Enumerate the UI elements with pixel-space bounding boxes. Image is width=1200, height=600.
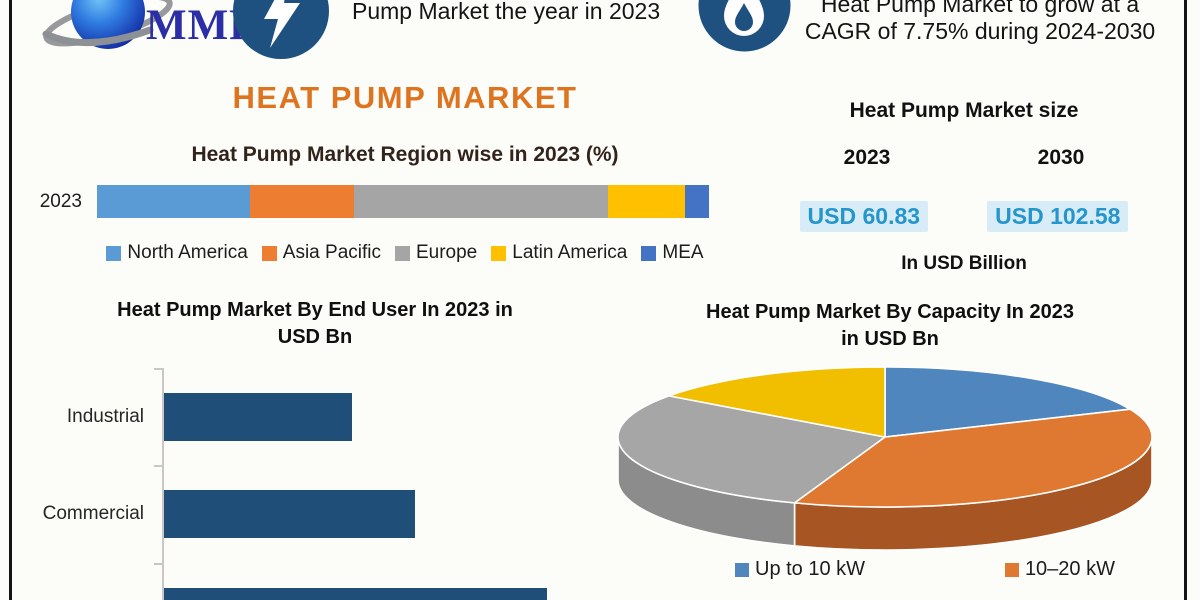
axis-tick — [154, 465, 162, 467]
market-size-years: 2023 2030 — [770, 146, 1158, 170]
capacity-pie-chart — [617, 366, 1153, 551]
enduser-bar-residential — [164, 588, 547, 600]
enduser-bar-commercial — [164, 490, 415, 538]
enduser-title-line2: USD Bn — [277, 326, 353, 348]
pie-slice-10-20-kw — [793, 408, 1153, 508]
legend-label: Latin America — [512, 242, 628, 263]
region-category-label: 2023 — [39, 191, 82, 212]
capacity-legend: Up to 10 kW 10–20 kW — [735, 558, 1115, 581]
market-size-unit: In USD Billion — [901, 253, 1027, 274]
pie-slice-up-to-10-kw — [884, 366, 1131, 438]
fact-cagr: Heat Pump Market to grow at a CAGR of 7.… — [796, 0, 1164, 45]
legend-item-mea: MEA — [641, 242, 704, 264]
enduser-category-label: Commercial — [42, 503, 144, 524]
legend-item-up-to-10-kw: Up to 10 kW — [735, 558, 865, 581]
legend-label: 10–20 kW — [1024, 558, 1115, 580]
right-border — [1184, 0, 1187, 600]
legend-swatch-icon — [641, 245, 657, 261]
capacity-title-line1: Heat Pump Market By Capacity In 2023 — [706, 301, 1074, 323]
market-size-year-2023: 2023 — [843, 146, 891, 169]
legend-item-latin-america: Latin America — [491, 242, 627, 264]
legend-swatch-icon — [106, 245, 122, 261]
left-border — [9, 0, 12, 600]
legend-swatch-icon — [735, 562, 749, 577]
legend-item-europe: Europe — [394, 242, 478, 264]
market-size-value-2030: USD 102.58 — [987, 201, 1129, 232]
region-segment-north-america — [97, 185, 250, 218]
legend-label: North America — [127, 242, 248, 263]
legend-item-10-20-kw: 10–20 kW — [1004, 558, 1115, 581]
legend-item-north-america: North America — [106, 242, 248, 264]
legend-label: Europe — [415, 242, 478, 263]
enduser-chart-title: Heat Pump Market By End User In 2023 in … — [60, 297, 570, 351]
enduser-bar-industrial — [164, 393, 352, 441]
fact-cagr-line2: CAGR of 7.75% during 2024-2030 — [804, 18, 1156, 44]
legend-swatch-icon — [394, 245, 410, 261]
enduser-plot: Industrial Commercial Residential — [0, 368, 700, 600]
logo-text: MMR — [146, 2, 243, 49]
region-segment-europe — [354, 185, 609, 218]
flame-badge — [698, 0, 791, 52]
legend-label: MEA — [662, 242, 704, 263]
market-size-title: Heat Pump Market size — [849, 99, 1079, 122]
enduser-row-residential: Residential — [0, 588, 700, 600]
flame-icon — [724, 0, 764, 36]
axis-tick — [154, 563, 162, 565]
enduser-value-axis — [162, 368, 164, 600]
capacity-title-line2: in USD Bn — [841, 328, 939, 350]
market-size-values: USD 60.83 USD 102.58 — [770, 201, 1158, 232]
legend-swatch-icon — [261, 245, 277, 261]
mmr-logo: MMR — [42, 0, 243, 49]
region-segment-latin-america — [608, 185, 685, 218]
page-title: HEAT PUMP MARKET — [232, 80, 578, 115]
region-segment-asia-pacific — [250, 185, 355, 218]
market-size-year-2030: 2030 — [1037, 146, 1085, 169]
legend-item-asia-pacific: Asia Pacific — [261, 242, 381, 264]
pie-slice-unlabeled — [617, 395, 886, 504]
region-legend: North America Asia Pacific Europe Latin Ame… — [55, 242, 755, 264]
globe-icon — [42, 0, 173, 49]
capacity-chart-title: Heat Pump Market By Capacity In 2023 in … — [640, 299, 1140, 353]
pie-slice-unlabeled — [668, 366, 886, 438]
enduser-category-label: Residential — [0, 588, 152, 600]
region-segment-mea — [684, 185, 710, 218]
enduser-category-label: Industrial — [66, 406, 144, 427]
legend-label: Up to 10 kW — [755, 558, 866, 580]
market-size-value-2023: USD 60.83 — [799, 201, 929, 232]
lightning-badge — [233, 0, 329, 59]
legend-swatch-icon — [1004, 562, 1019, 577]
enduser-row-industrial: Industrial — [0, 393, 700, 441]
enduser-row-commercial: Commercial — [0, 490, 700, 538]
lightning-icon — [264, 0, 300, 48]
axis-tick — [154, 368, 162, 370]
enduser-title-line1: Heat Pump Market By End User In 2023 in — [117, 299, 513, 321]
legend-label: Asia Pacific — [282, 242, 381, 263]
region-chart-title: Heat Pump Market Region wise in 2023 (%) — [191, 143, 619, 166]
fact-cagr-line1: Heat Pump Market to grow at a — [820, 0, 1140, 17]
region-stacked-bar — [97, 185, 710, 218]
fact-market-year: Pump Market the year in 2023 — [352, 0, 661, 24]
legend-swatch-icon — [491, 245, 507, 261]
